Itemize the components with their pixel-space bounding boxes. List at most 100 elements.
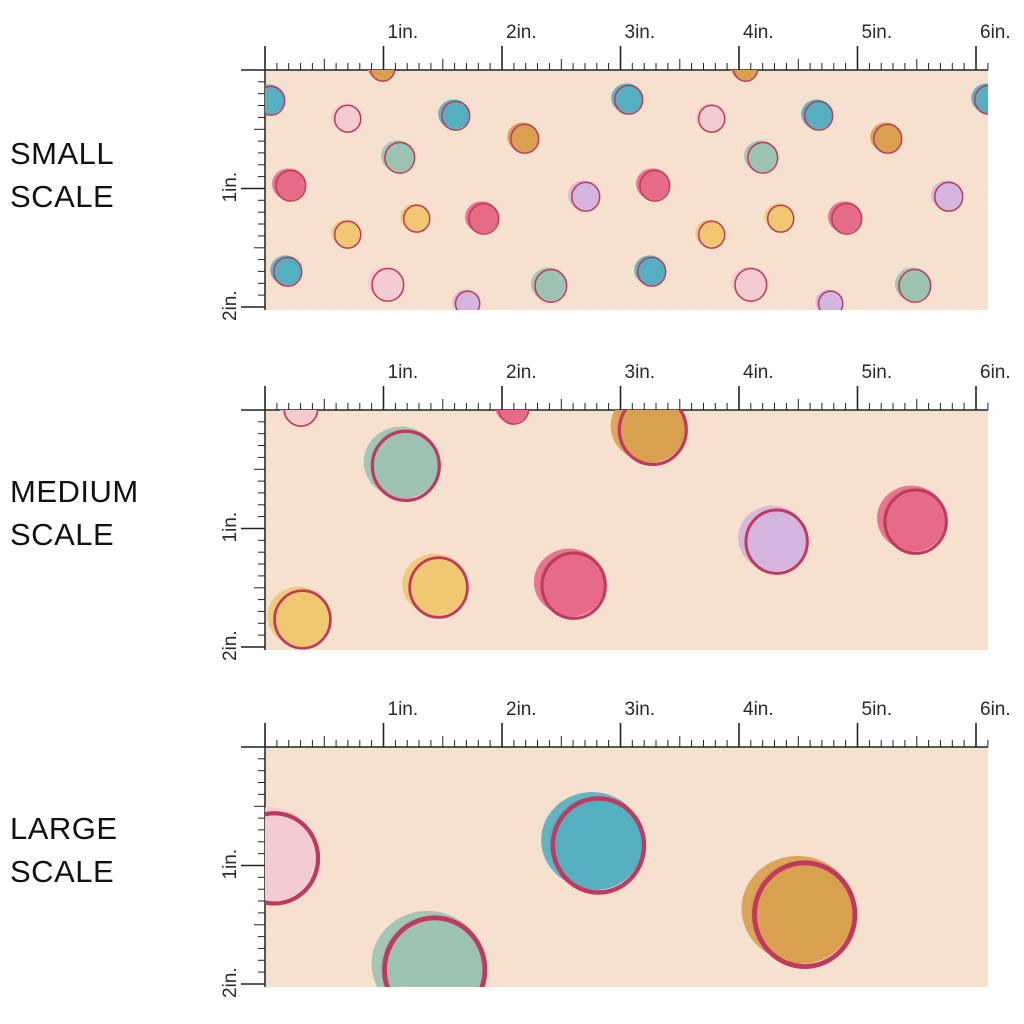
small-dot-teal-outline bbox=[614, 84, 644, 115]
large-scale-swatch: 1in. 2in. 3in. 4in. 5in. 6in. 1in. 2in. bbox=[220, 699, 1011, 998]
medium-dot-sage-outline bbox=[370, 429, 441, 502]
small-dot-pink bbox=[638, 169, 670, 201]
large-dot-teal bbox=[548, 795, 644, 891]
medium-scale-label-line2: SCALE bbox=[10, 517, 115, 552]
small-dot-lavender-outline bbox=[934, 181, 964, 212]
small-dot-lavender bbox=[454, 290, 480, 310]
large-top-label-2in: 2in. bbox=[506, 699, 537, 720]
small-dot-mustard-outline bbox=[369, 70, 396, 82]
small-dot-teal bbox=[613, 84, 643, 114]
medium-dot-lavender bbox=[743, 508, 807, 572]
medium-scale-label-line1: MEDIUM bbox=[10, 474, 139, 509]
small-dot-lavender-outline bbox=[571, 181, 601, 212]
medium-dot-light_pink bbox=[282, 410, 318, 426]
medium-dot-pink-outline bbox=[498, 410, 530, 425]
small-dot-pink bbox=[274, 169, 306, 201]
small-dot-teal-outline bbox=[974, 84, 988, 115]
large-scale-label-line2: SCALE bbox=[10, 854, 115, 889]
small-dot-yellow bbox=[333, 220, 361, 248]
medium-scale-label: MEDIUM SCALE bbox=[10, 470, 139, 556]
small-dot-mustard bbox=[369, 70, 395, 81]
small-dot-teal bbox=[636, 256, 666, 286]
medium-dot-pink bbox=[539, 551, 605, 617]
small-dot-sage-outline bbox=[384, 141, 416, 174]
large-dot-sage bbox=[380, 915, 484, 987]
medium-dot-mustard bbox=[616, 410, 686, 463]
large-top-label-4in: 4in. bbox=[743, 699, 774, 720]
large-top-label-5in: 5in. bbox=[862, 699, 893, 720]
small-dot-light_pink bbox=[370, 267, 404, 301]
large-dot-light_pink-outline bbox=[265, 811, 321, 906]
small-dot-teal bbox=[803, 100, 833, 130]
small-left-label-2in: 2in. bbox=[220, 290, 241, 321]
medium-top-label-3in: 3in. bbox=[625, 362, 656, 383]
large-polka-dots bbox=[265, 792, 858, 987]
large-top-label-6in: 6in. bbox=[980, 699, 1011, 720]
medium-dot-pink-outline bbox=[883, 488, 948, 555]
small-scale-label-line1: SMALL bbox=[10, 136, 115, 171]
large-dot-teal-outline bbox=[550, 796, 647, 895]
small-scale-label-line2: SCALE bbox=[10, 179, 115, 214]
small-dot-yellow bbox=[766, 204, 794, 232]
small-dot-sage bbox=[383, 141, 415, 173]
medium-dot-yellow bbox=[272, 589, 330, 647]
medium-dot-lavender-outline bbox=[744, 508, 809, 575]
small-dot-sage bbox=[533, 268, 567, 302]
medium-top-label-1in: 1in. bbox=[388, 362, 419, 383]
small-dot-light_pink-outline bbox=[371, 267, 405, 302]
small-dot-light_pink bbox=[333, 104, 361, 132]
small-dot-pink-outline bbox=[275, 169, 307, 202]
small-dot-yellow bbox=[697, 220, 725, 248]
small-dot-sage-outline bbox=[534, 268, 568, 303]
medium-top-label-2in: 2in. bbox=[506, 362, 537, 383]
small-dot-lavender bbox=[570, 181, 600, 211]
small-scale-swatch: 1in. 2in. 3in. 4in. 5in. 6in. 1in. 2in. bbox=[220, 22, 1011, 321]
small-dot-teal-outline bbox=[265, 85, 286, 116]
medium-scale-panel: MEDIUM SCALE 1in. 2in. 3in. 4in. 5in. 6in. 1in… bbox=[0, 340, 1024, 675]
small-top-label-6in: 6in. bbox=[980, 22, 1011, 43]
small-dot-pink-outline bbox=[831, 202, 863, 235]
small-dot-sage bbox=[897, 268, 931, 302]
small-top-label-4in: 4in. bbox=[743, 22, 774, 43]
small-dot-light_pink-outline bbox=[734, 267, 768, 302]
small-dot-yellow-outline bbox=[402, 204, 431, 233]
large-left-label-1in: 1in. bbox=[220, 849, 241, 880]
medium-dot-yellow bbox=[407, 556, 467, 616]
small-scale-panel: SMALL SCALE 1in. 2in. 3in. 4in. 5in. 6in. 1in.… bbox=[0, 0, 1024, 335]
small-dot-lavender-outline bbox=[454, 290, 481, 310]
medium-top-label-6in: 6in. bbox=[980, 362, 1011, 383]
medium-dot-yellow-outline bbox=[273, 589, 332, 650]
small-dot-yellow bbox=[402, 204, 430, 232]
small-dot-pink-outline bbox=[639, 169, 671, 202]
small-dot-mustard-outline bbox=[873, 123, 903, 154]
medium-dot-yellow-outline bbox=[408, 556, 469, 619]
large-dot-mustard-outline bbox=[752, 860, 858, 969]
small-dot-light_pink bbox=[697, 104, 725, 132]
small-top-label-2in: 2in. bbox=[506, 22, 537, 43]
small-dot-mustard-outline bbox=[510, 123, 540, 154]
large-scale-panel: LARGE SCALE 1in. 2in. 3in. 4in. 5in. 6in. 1in.… bbox=[0, 677, 1024, 1012]
medium-dot-pink-outline bbox=[540, 551, 607, 620]
small-dot-mustard bbox=[509, 123, 539, 153]
small-dot-pink-outline bbox=[468, 202, 500, 235]
large-scale-label: LARGE SCALE bbox=[10, 807, 118, 893]
small-dot-sage-outline bbox=[747, 141, 779, 174]
small-dot-teal-outline bbox=[441, 100, 471, 131]
medium-top-label-5in: 5in. bbox=[862, 362, 893, 383]
small-dot-light_pink-outline bbox=[333, 104, 362, 133]
small-dot-yellow-outline bbox=[697, 220, 726, 249]
small-top-label-1in: 1in. bbox=[388, 22, 419, 43]
small-dot-mustard bbox=[732, 70, 758, 81]
small-dot-teal bbox=[440, 100, 470, 130]
small-dot-teal-outline bbox=[273, 256, 303, 287]
large-dot-sage-outline bbox=[382, 915, 488, 987]
small-dot-pink bbox=[830, 202, 862, 234]
small-dot-teal-outline bbox=[804, 100, 834, 131]
small-top-label-5in: 5in. bbox=[862, 22, 893, 43]
small-dot-teal bbox=[272, 256, 302, 286]
medium-left-label-1in: 1in. bbox=[220, 512, 241, 543]
small-top-label-3in: 3in. bbox=[625, 22, 656, 43]
small-dot-light_pink bbox=[733, 267, 767, 301]
small-dot-lavender bbox=[933, 181, 963, 211]
small-dot-sage-outline bbox=[898, 268, 932, 303]
